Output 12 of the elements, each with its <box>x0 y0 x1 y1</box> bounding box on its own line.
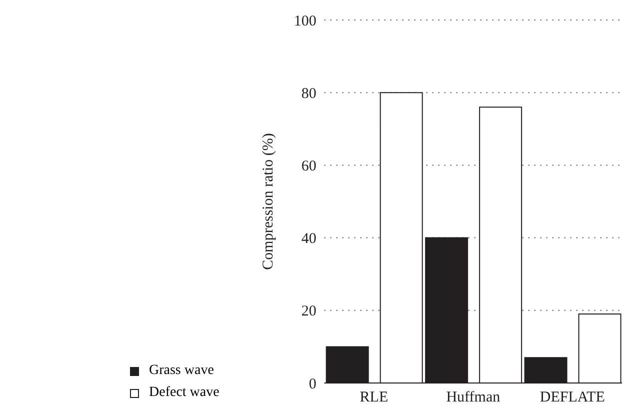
legend-label: Grass wave <box>149 363 214 379</box>
y-tick-label: 100 <box>294 13 316 30</box>
y-tick-label: 20 <box>301 304 316 320</box>
y-tick-label: 0 <box>308 376 316 392</box>
y-axis-title: Compression ratio (%) <box>260 133 277 270</box>
y-tick-label: 80 <box>301 86 316 102</box>
x-tick-label: Huffman <box>446 390 501 406</box>
y-tick-label: 40 <box>301 231 316 248</box>
y-tick-label: 60 <box>301 158 316 175</box>
x-tick-label: DEFLATE <box>540 390 605 406</box>
x-tick-label: RLE <box>360 390 388 406</box>
legend-label: Defect wave <box>149 385 220 401</box>
